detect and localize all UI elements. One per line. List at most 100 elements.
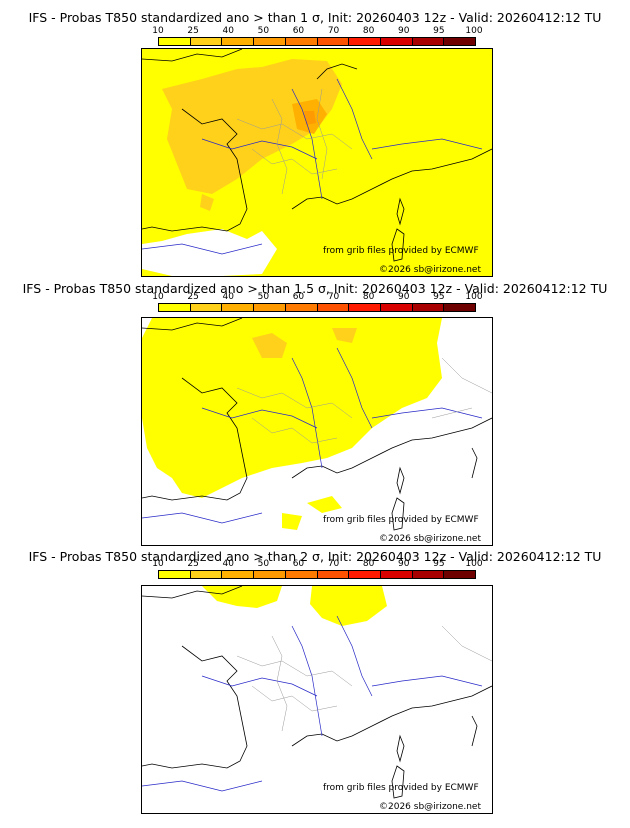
scale-swatch	[254, 304, 286, 311]
scale-label: 25	[187, 559, 199, 569]
panel-1-title: IFS - Probas T850 standardized ano > tha…	[28, 10, 602, 25]
scale-label: 95	[433, 26, 445, 36]
scale-label: 25	[187, 26, 199, 36]
probability-fill-10	[282, 513, 302, 530]
scale-swatch	[349, 38, 381, 45]
probability-fill-10	[310, 586, 387, 626]
scale-swatch	[190, 571, 223, 578]
panel-2-map: from grib files provided by ECMWF ©2026 …	[141, 317, 493, 546]
probability-fill-10	[142, 318, 442, 498]
scale-label: 90	[398, 26, 410, 36]
panel-3-title: IFS - Probas T850 standardized ano > tha…	[28, 549, 602, 564]
scale-label: 60	[292, 559, 305, 569]
region-borders	[236, 625, 492, 732]
scale-label: 90	[398, 559, 410, 569]
panel-1-source: from grib files provided by ECMWF	[323, 246, 479, 256]
scale-label: 80	[362, 559, 375, 569]
scale-label: 40	[222, 26, 234, 36]
scale-swatch	[159, 304, 191, 311]
scale-label: 40	[222, 292, 234, 302]
scale-label: 50	[257, 292, 270, 302]
below-threshold-area	[142, 229, 277, 276]
scale-labels: 10 25 40 50 60 70 80 90 95 100	[152, 559, 482, 570]
panel-1-copyright: ©2026 sb@irizone.net	[379, 265, 481, 275]
scale-swatch	[317, 571, 350, 578]
scale-swatch	[285, 304, 318, 311]
scale-swatch	[317, 38, 350, 45]
scale-label: 60	[292, 26, 305, 36]
scale-label: 95	[433, 559, 445, 569]
rivers	[142, 78, 483, 255]
scale-labels: 10 25 40 50 60 70 80 90 95 100	[152, 292, 482, 303]
scale-label: 10	[152, 559, 164, 569]
scale-swatch	[349, 571, 381, 578]
scale-label: 40	[222, 559, 234, 569]
scale-swatch	[380, 38, 413, 45]
scale-swatch	[380, 304, 413, 311]
probability-fill-10	[202, 586, 282, 608]
scale-label: 50	[257, 26, 270, 36]
scale-label: 10	[152, 292, 164, 302]
scale-label: 25	[187, 292, 199, 302]
scale-label: 100	[465, 559, 483, 569]
probability-fill-10	[307, 496, 342, 513]
scale-swatch	[159, 38, 191, 45]
scale-label: 10	[152, 26, 164, 36]
scale-swatch	[254, 571, 286, 578]
scale-label: 80	[362, 292, 375, 302]
scale-swatch	[412, 571, 445, 578]
scale-swatch	[222, 304, 255, 311]
panel-2-source: from grib files provided by ECMWF	[323, 515, 479, 525]
probability-fill-25	[332, 328, 357, 343]
scale-label: 100	[465, 292, 483, 302]
probability-fill-10	[412, 127, 492, 276]
scale-bar	[158, 37, 476, 46]
panel-3-copyright: ©2026 sb@irizone.net	[379, 802, 481, 812]
scale-swatch	[412, 38, 445, 45]
scale-swatch	[412, 304, 445, 311]
scale-swatch	[159, 571, 191, 578]
scale-label: 50	[257, 559, 270, 569]
panel-2-title: IFS - Probas T850 standardized ano > tha…	[22, 281, 608, 296]
panel-3-map: from grib files provided by ECMWF ©2026 …	[141, 585, 493, 814]
panel-2-color-scale: 10 25 40 50 60 70 80 90 95 100	[152, 292, 483, 313]
scale-swatch	[444, 38, 476, 45]
scale-swatch	[285, 38, 318, 45]
scale-swatch	[285, 571, 318, 578]
scale-label: 70	[327, 292, 340, 302]
scale-label: 90	[398, 292, 410, 302]
rivers	[142, 347, 483, 524]
scale-labels: 10 25 40 50 60 70 80 90 95 100	[152, 26, 482, 37]
rivers	[142, 615, 483, 792]
scale-label: 95	[433, 292, 445, 302]
probability-fill-25	[200, 194, 214, 211]
scale-swatch	[444, 571, 476, 578]
scale-label: 70	[327, 559, 340, 569]
panel-3-color-scale: 10 25 40 50 60 70 80 90 95 100	[152, 559, 483, 580]
scale-swatch	[190, 38, 223, 45]
scale-label: 70	[327, 26, 340, 36]
probability-fill-25	[162, 59, 342, 194]
probability-fill-25	[252, 333, 287, 358]
scale-swatch	[254, 38, 286, 45]
scale-swatch	[380, 571, 413, 578]
region-borders	[236, 357, 492, 444]
panel-1-map: from grib files provided by ECMWF ©2026 …	[141, 48, 493, 277]
scale-swatch	[222, 571, 255, 578]
scale-swatch	[190, 304, 223, 311]
panel-1-color-scale: 10 25 40 50 60 70 80 90 95 100	[152, 26, 483, 47]
probability-fill-50	[304, 111, 316, 125]
panel-2-copyright: ©2026 sb@irizone.net	[379, 534, 481, 544]
coastlines	[142, 49, 492, 262]
coastlines	[142, 318, 492, 531]
scale-swatch	[222, 38, 255, 45]
scale-swatch	[444, 304, 476, 311]
scale-label: 60	[292, 292, 305, 302]
scale-bar	[158, 303, 476, 312]
region-borders	[236, 88, 353, 195]
scale-bar	[158, 570, 476, 579]
panel-3-source: from grib files provided by ECMWF	[323, 783, 479, 793]
scale-swatch	[349, 304, 381, 311]
scale-label: 100	[465, 26, 483, 36]
scale-swatch	[317, 304, 350, 311]
